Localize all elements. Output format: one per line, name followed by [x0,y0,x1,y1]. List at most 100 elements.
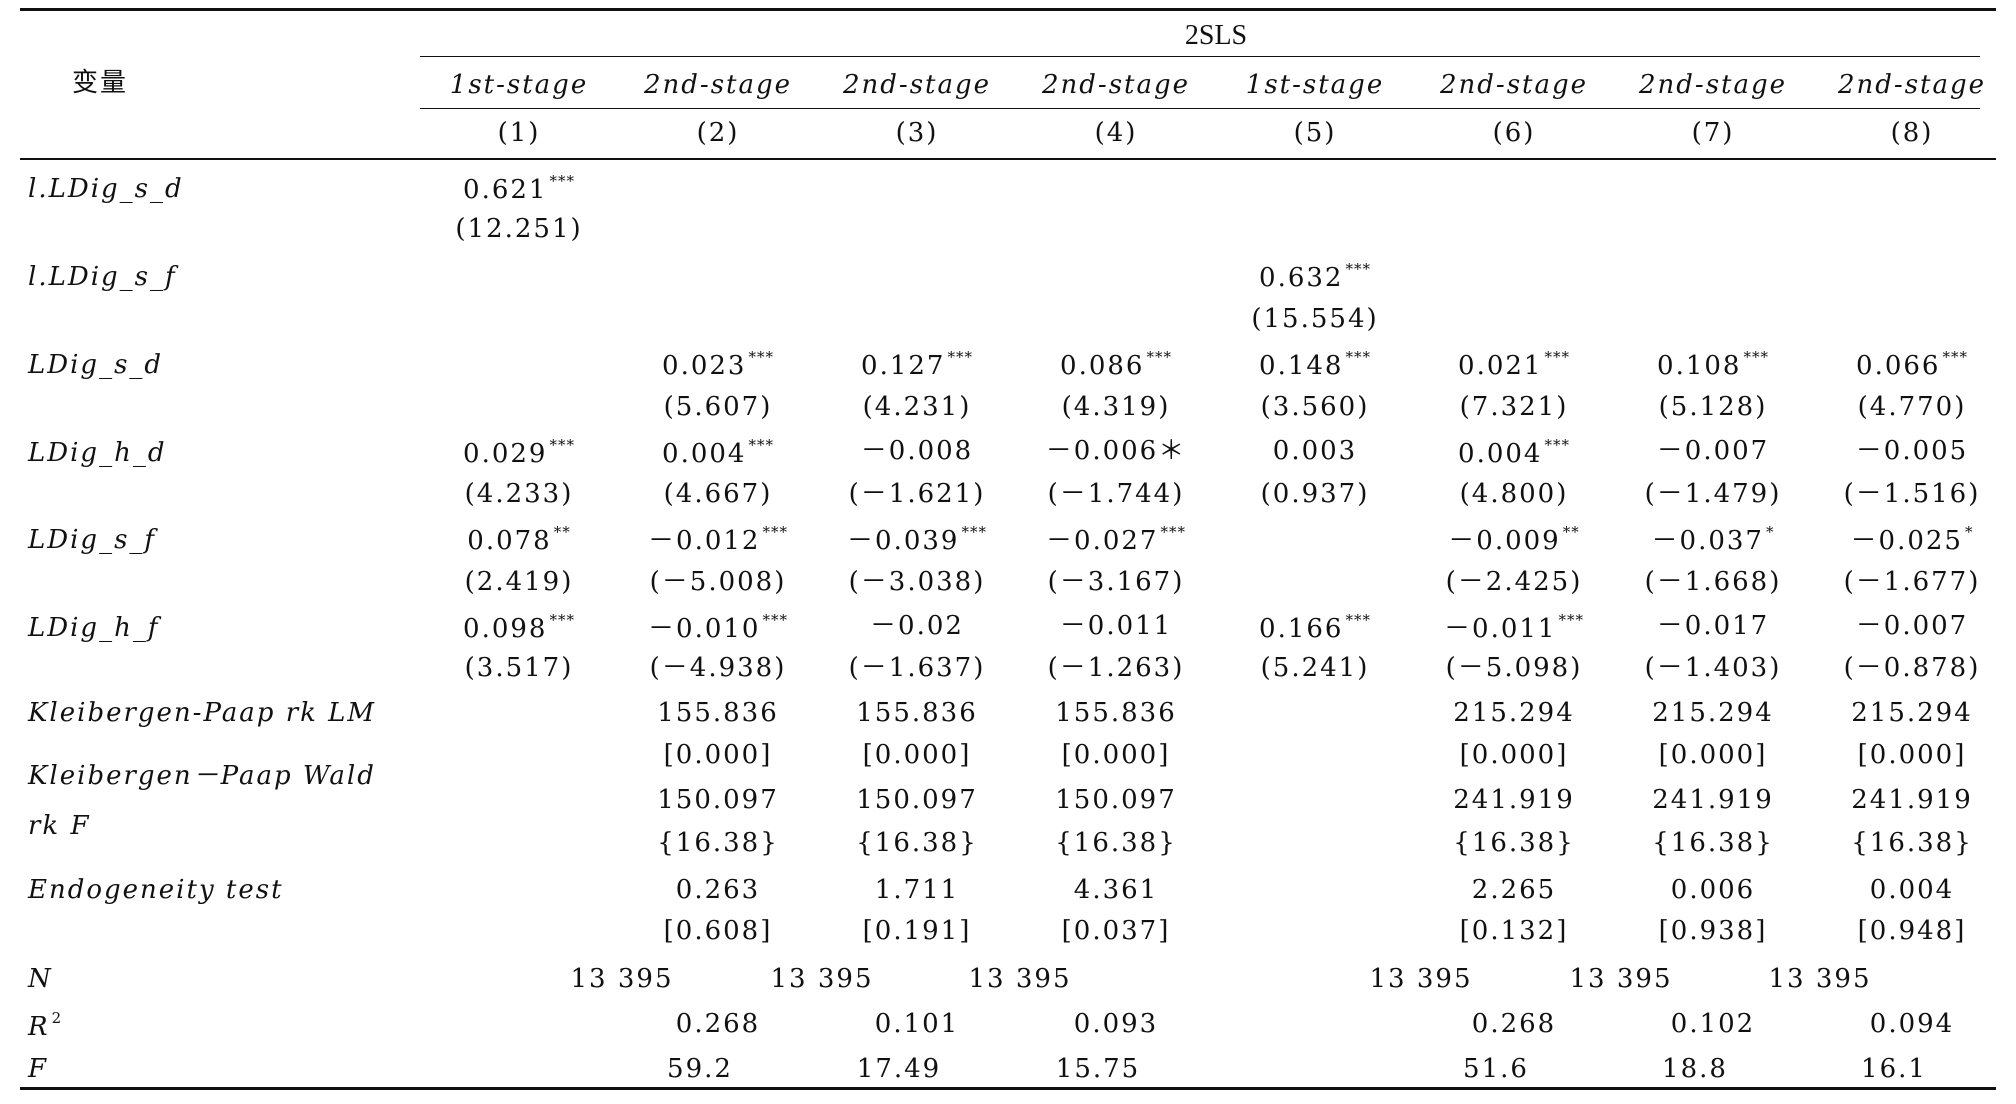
column-number: (3) [895,118,939,148]
significance-stars: *** [748,348,774,366]
p-value-cell: [0.000] [1857,740,1967,770]
f-statistic-cell: 16.1 [1861,1054,1927,1084]
observations-cell: 13 395 [570,964,674,994]
coefficient-value: 0.021 [1458,351,1543,381]
observations-cell: 13 395 [1569,964,1673,994]
coefficient-cell: 0.632 *** [1259,262,1371,292]
column-number: (4) [1094,118,1138,148]
coefficient-cell: －0.006＊ [1046,438,1186,464]
t-statistic-cell: (－2.425) [1445,567,1583,597]
coefficient-value: 0.066 [1856,351,1941,381]
p-value-cell: [0.000] [1061,740,1171,770]
t-statistic-cell: (4.231) [862,392,972,422]
coefficient-cell: 0.078 ** [467,525,570,556]
coefficient-value: 0.029 [463,439,548,469]
row-label: l.LDig_s_d [28,174,184,204]
t-statistic-cell: (2.419) [464,567,574,597]
coefficient-cell: 0.127 *** [861,350,973,380]
test-statistic-cell: 1.711 [874,875,960,905]
row-label: Kleibergen－Paap Wald [28,761,376,791]
coefficient-value: 0.004 [662,439,747,469]
coefficient-cell: 0.166 *** [1259,613,1371,643]
row-label: LDig_s_d [28,350,164,380]
r-squared-cell: 0.268 [675,1009,761,1039]
row-label: N [28,964,53,994]
stage-label: 2nd-stage [1638,70,1788,100]
significance-stars: *** [1160,523,1186,541]
significance-stars: *** [1544,348,1570,366]
coefficient-cell: 0.004 *** [1458,436,1570,468]
f-statistic-cell: 17.49 [856,1054,942,1084]
coefficient-cell: 0.029 *** [463,436,575,469]
test-statistic-cell: 155.836 [856,698,978,728]
row-label: LDig_s_f [28,525,157,555]
significance-stars: *** [1146,348,1172,366]
t-statistic-cell: (4.319) [1061,392,1171,422]
variable-header: 变量 [72,68,129,98]
coefficient-value: －0.009 [1448,526,1561,556]
test-statistic-cell: 150.097 [1055,785,1177,815]
row-label: LDig_h_d [28,438,167,468]
coefficient-value: 0.078 [467,526,552,556]
t-statistic-cell: (－5.008) [649,567,787,597]
significance-stars: *** [1544,436,1570,454]
coefficient-cell: 0.021 *** [1458,348,1570,381]
coefficient-cell: 0.023 *** [662,348,774,380]
bottom-rule [20,1087,1996,1090]
coefficient-value: －0.011 [1444,614,1557,644]
test-statistic-cell: 0.006 [1670,875,1756,905]
critical-value-cell: {16.38} [856,828,978,858]
t-statistic-cell: (－1.516) [1843,479,1981,509]
coefficient-value: －0.007 [1656,436,1770,466]
critical-value-cell: {16.38} [1453,828,1575,858]
row-label: l.LDig_s_f [28,262,177,292]
coefficient-cell: －0.009 ** [1448,525,1579,556]
coefficient-cell: 0.004 *** [662,436,774,469]
test-statistic-cell: 150.097 [856,785,978,815]
p-value-cell: [0.608] [663,916,773,946]
t-statistic-cell: (－4.938) [649,653,787,683]
test-statistic-cell: 0.004 [1869,875,1955,905]
coefficient-cell: 0.003 [1273,438,1357,464]
significance-stars: *** [748,436,774,454]
coefficient-value: －0.012 [648,526,761,556]
test-statistic-cell: 215.294 [1652,698,1774,728]
top-rule [20,8,1996,11]
test-statistic-cell: 155.836 [657,698,779,728]
coefficient-value: －0.010 [648,614,761,644]
p-value-cell: [0.948] [1857,916,1967,946]
coefficient-cell: －0.011 *** [1444,613,1584,644]
coefficient-cell: －0.008 [861,438,973,464]
t-statistic-cell: (－5.098) [1445,653,1583,683]
coefficient-cell: －0.037 * [1652,525,1775,555]
header-rule-2 [420,108,1980,109]
stage-label: 2nd-stage [1439,70,1589,100]
significance-stars: *** [1743,348,1769,366]
coefficient-cell: 0.098 *** [463,613,575,643]
stage-label: 2nd-stage [643,70,793,100]
coefficient-cell: －0.012 *** [648,525,788,556]
test-statistic-cell: 215.294 [1851,698,1973,728]
coefficient-value: －0.02 [870,611,964,641]
critical-value-cell: {16.38} [657,828,779,858]
coefficient-cell: －0.02 [870,613,964,639]
t-statistic-cell: (－1.621) [848,479,986,509]
t-statistic-cell: (－1.677) [1843,567,1981,597]
significance-stars: *** [1942,348,1968,366]
row-label: LDig_h_f [28,613,160,643]
column-number: (6) [1492,118,1536,148]
coefficient-value: －0.007 [1855,611,1969,641]
coefficient-value: 0.148 [1259,351,1344,381]
column-number: (1) [497,118,541,148]
coefficient-value: －0.027 [1046,526,1159,556]
header-rule-3 [20,158,1996,160]
observations-cell: 13 395 [770,964,874,994]
r-squared-cell: 0.102 [1670,1009,1756,1039]
t-statistic-cell: (3.517) [464,653,574,683]
coefficient-value: －0.008 [860,436,974,466]
observations-cell: 13 395 [968,964,1072,994]
column-number: (7) [1691,118,1735,148]
significance-stars: *** [549,436,575,454]
coefficient-cell: －0.005 [1856,438,1968,464]
